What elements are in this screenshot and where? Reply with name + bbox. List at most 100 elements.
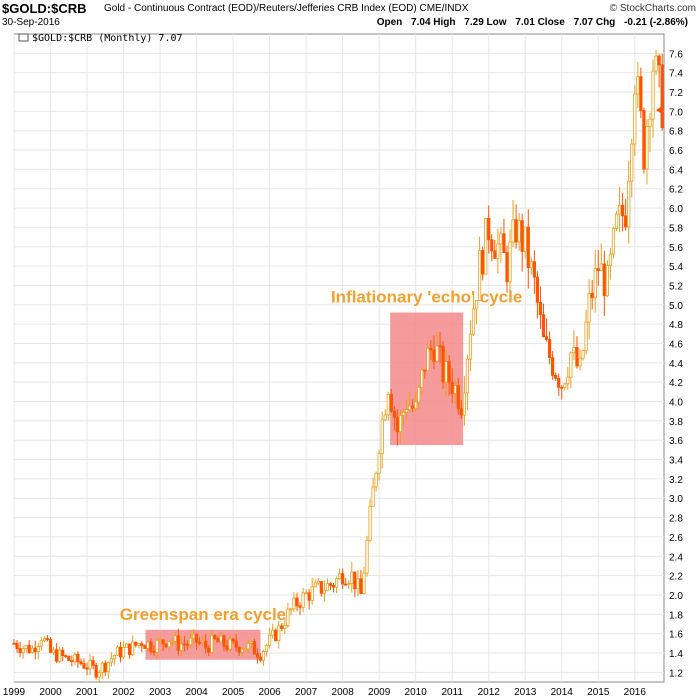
- candle-body: [474, 300, 479, 310]
- candle-body: [450, 381, 454, 394]
- candle-body: [481, 250, 485, 275]
- candle-body: [191, 633, 196, 639]
- x-tick-label: 2014: [551, 687, 574, 698]
- x-tick-label: 2012: [478, 687, 501, 698]
- candle-body: [106, 661, 110, 673]
- candle-body: [271, 629, 275, 636]
- candle-body: [645, 126, 649, 170]
- candle-body: [350, 571, 354, 584]
- candle-body: [338, 573, 342, 580]
- last-price-marker: [656, 106, 662, 114]
- candle-body: [517, 220, 521, 243]
- candle-body: [268, 634, 272, 646]
- candle-body: [118, 646, 123, 658]
- candle-body: [18, 648, 22, 653]
- candle-body: [572, 347, 576, 354]
- candle-body: [173, 635, 177, 642]
- candle-body: [146, 641, 150, 649]
- candle-body: [563, 383, 567, 389]
- y-tick-label: 1.2: [669, 668, 683, 679]
- y-tick-label: 6.6: [669, 146, 683, 157]
- candle-body: [344, 583, 348, 586]
- y-tick-label: 4.8: [669, 320, 683, 331]
- candle-body: [249, 641, 253, 644]
- candle-body: [654, 55, 658, 72]
- y-tick-label: 5.2: [669, 281, 683, 292]
- candle-body: [45, 638, 50, 641]
- x-tick-label: 2004: [185, 687, 208, 698]
- y-tick-label: 2.0: [669, 591, 683, 602]
- candle-body: [459, 408, 463, 416]
- y-tick-label: 4.0: [669, 398, 683, 409]
- candle-body: [477, 250, 482, 301]
- candle-body: [529, 261, 533, 269]
- symbol-title: $GOLD:$CRB: [2, 1, 87, 16]
- candle-body: [599, 263, 603, 271]
- y-tick-label: 5.4: [669, 262, 683, 273]
- x-tick-label: 2007: [295, 687, 318, 698]
- candle-body: [547, 339, 552, 358]
- candle-body: [82, 663, 86, 669]
- candle-body: [201, 640, 205, 643]
- candle-body: [444, 361, 448, 383]
- candle-body: [283, 625, 287, 629]
- y-tick-label: 6.0: [669, 204, 683, 215]
- candle-body: [526, 226, 530, 269]
- candle-body: [557, 377, 561, 388]
- candle-body: [15, 643, 19, 650]
- candle-body: [420, 369, 424, 388]
- close-label: Close: [537, 17, 565, 28]
- candle-body: [152, 651, 156, 653]
- candle-body: [289, 608, 293, 611]
- candle-body: [389, 393, 393, 412]
- candle-body: [185, 643, 190, 646]
- legend-swatch: [18, 33, 29, 42]
- y-tick-label: 7.2: [669, 88, 683, 99]
- candle-body: [520, 220, 524, 252]
- candle-body: [608, 253, 613, 267]
- candle-body: [630, 143, 634, 182]
- candle-body: [532, 261, 536, 278]
- candle-body: [55, 649, 59, 662]
- candle-body: [295, 597, 299, 607]
- y-tick-label: 1.6: [669, 630, 683, 641]
- cycle-annotation: Greenspan era cycle: [120, 605, 286, 624]
- candle-body: [401, 411, 406, 416]
- candle-body: [219, 635, 223, 643]
- candle-body: [73, 653, 77, 663]
- candle-body: [414, 401, 418, 409]
- annotations: Inflationary 'echo' cycle Greenspan era c…: [120, 288, 523, 624]
- candle-body: [167, 641, 171, 648]
- brand-watermark[interactable]: © StockCharts.com: [609, 3, 696, 14]
- candle-body: [541, 314, 546, 337]
- candle-body: [505, 252, 509, 283]
- y-tick-label: 7.6: [669, 49, 683, 60]
- candle-body: [182, 643, 187, 646]
- candle-body: [94, 664, 98, 678]
- candle-body: [617, 204, 622, 215]
- y-tick-label: 1.8: [669, 610, 683, 621]
- candle-body: [76, 653, 80, 663]
- candle-body: [124, 643, 129, 649]
- candle-body: [377, 453, 381, 474]
- candle-body: [103, 662, 107, 673]
- y-tick-label: 6.2: [669, 185, 683, 196]
- y-tick-label: 6.8: [669, 127, 683, 138]
- candle-body: [471, 308, 476, 335]
- x-tick-label: 2010: [405, 687, 428, 698]
- candle-body: [85, 667, 89, 670]
- candle-body: [61, 649, 65, 657]
- candle-body: [383, 414, 387, 421]
- candle-body: [21, 648, 25, 653]
- candle-body: [210, 635, 214, 653]
- candle-body: [274, 629, 278, 641]
- candle-body: [374, 472, 378, 488]
- candle-body: [569, 352, 573, 378]
- y-tick-label: 3.4: [669, 456, 683, 467]
- candle-body: [234, 640, 238, 648]
- candle-body: [58, 649, 62, 662]
- candle-body: [307, 592, 311, 601]
- candle-body: [88, 660, 92, 670]
- candle-body: [581, 350, 585, 359]
